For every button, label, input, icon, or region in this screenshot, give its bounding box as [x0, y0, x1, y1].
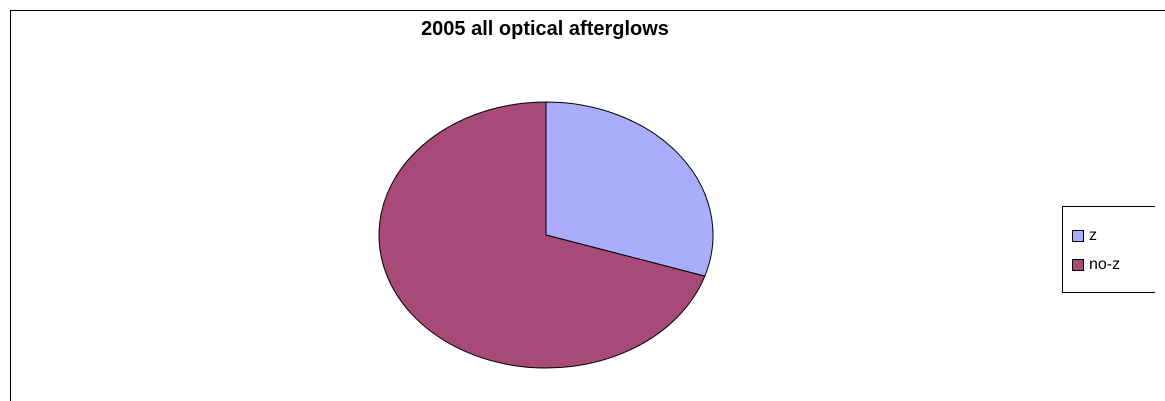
- pie-slice-no-z: [378, 101, 706, 369]
- legend-swatch-no-z: [1072, 258, 1084, 271]
- legend-label-no-z: no-z: [1089, 255, 1121, 273]
- legend-label-z: z: [1089, 226, 1097, 244]
- legend-item-z: z: [1072, 221, 1155, 250]
- legend-swatch-z: [1072, 229, 1084, 242]
- pie-slice-z: [545, 101, 714, 277]
- chart-title: 2005 all optical afterglows: [421, 18, 669, 40]
- chart-legend: z no-z: [1062, 206, 1155, 293]
- legend-item-no-z: no-z: [1072, 250, 1155, 279]
- pie-chart: [378, 101, 714, 369]
